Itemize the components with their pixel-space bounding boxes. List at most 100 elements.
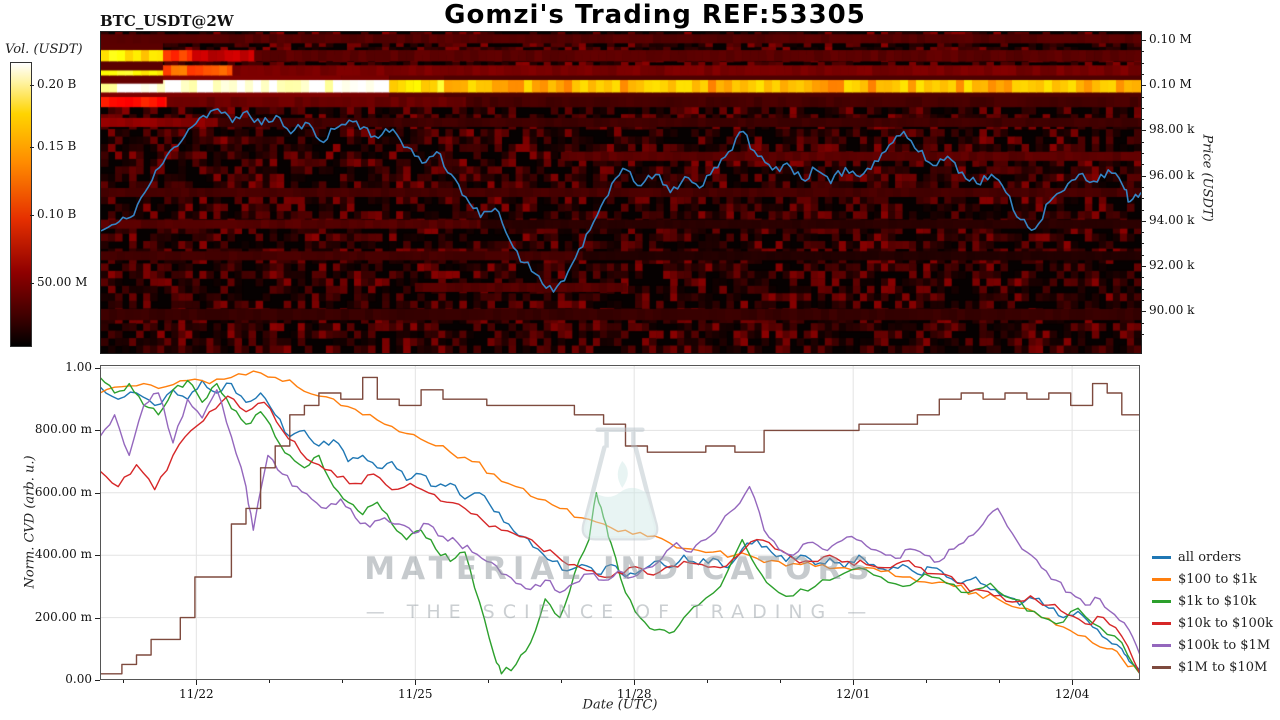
price-tick-mark — [1141, 85, 1146, 87]
legend: all orders $100 to $1k $1k to $10k $10k to … — [1152, 546, 1273, 678]
price-tick-label: 90.00 k — [1149, 303, 1195, 318]
price-tick-mark — [1141, 186, 1144, 188]
legend-item: $1k to $10k — [1152, 590, 1273, 612]
date-tick-label: 12/01 — [835, 687, 871, 701]
colorbar-tick-label: 0.20 B — [37, 76, 77, 91]
legend-label: $1M to $10M — [1178, 659, 1268, 675]
symbol-label: BTC_USDT@2W — [100, 12, 234, 30]
price-tick-mark — [1141, 119, 1144, 121]
date-tick-mark — [196, 680, 198, 685]
price-tick-mark — [1141, 209, 1144, 211]
date-tick-mark — [123, 680, 125, 683]
date-tick-mark — [634, 680, 636, 685]
date-tick-label: 11/28 — [616, 687, 652, 701]
price-tick-mark — [1141, 51, 1144, 53]
cvd-tick-label: 0.00 — [65, 672, 92, 686]
date-tick-label: 11/22 — [179, 687, 214, 701]
date-axis-label: Date (UTC) — [582, 697, 658, 713]
cvd-line-chart — [100, 365, 1140, 680]
price-tick-mark — [1141, 175, 1146, 177]
legend-label: $1k to $10k — [1178, 593, 1257, 609]
legend-label: $100k to $1M — [1178, 637, 1271, 653]
colorbar-tick-label: 0.10 B — [37, 206, 77, 221]
price-tick-mark — [1141, 153, 1144, 155]
colorbar-tick-mark — [30, 84, 34, 86]
price-tick-label: 96.00 k — [1149, 167, 1195, 182]
price-tick-mark — [1141, 288, 1144, 290]
price-tick-mark — [1141, 311, 1146, 313]
date-tick-label: 12/04 — [1054, 687, 1090, 701]
series--100k-to-1m — [100, 389, 1140, 656]
legend-item: $1M to $10M — [1152, 656, 1273, 678]
date-tick-mark — [707, 680, 709, 683]
price-line — [101, 108, 1141, 293]
legend-label: all orders — [1178, 549, 1242, 565]
legend-swatch — [1152, 665, 1171, 669]
cvd-tick-label: 800.00 m — [34, 422, 92, 437]
price-heatmap-panel — [100, 31, 1142, 354]
date-tick-mark — [269, 680, 271, 683]
price-tick-mark — [1141, 107, 1144, 109]
cvd-panel: MATERIAL INDICATORS — THE SCIENCE OF TRA… — [100, 365, 1140, 680]
legend-label: $100 to $1k — [1178, 571, 1257, 587]
legend-swatch — [1152, 621, 1171, 625]
price-tick-mark — [1141, 220, 1146, 222]
cvd-axis-label: Norm. CVD (arb. u.) — [22, 455, 38, 589]
cvd-tick-label: 600.00 m — [34, 484, 92, 499]
cvd-tick-label: 200.00 m — [34, 609, 92, 624]
volume-colorbar — [10, 62, 32, 347]
date-tick-mark — [342, 680, 344, 683]
price-tick-label: 0.10 M — [1149, 32, 1192, 47]
cvd-tick-mark — [95, 430, 100, 432]
legend-item: all orders — [1152, 546, 1273, 568]
price-line-chart — [101, 108, 1141, 293]
price-tick-mark — [1141, 333, 1144, 335]
legend-swatch — [1152, 599, 1171, 603]
date-tick-mark — [926, 680, 928, 683]
cvd-tick-mark — [95, 368, 100, 369]
date-tick-mark — [780, 680, 782, 683]
date-tick-mark — [415, 680, 417, 685]
price-tick-mark — [1141, 130, 1146, 132]
legend-swatch — [1152, 643, 1171, 647]
price-tick-label: 98.00 k — [1149, 122, 1195, 137]
date-tick-mark — [1072, 680, 1074, 685]
date-tick-mark — [999, 680, 1001, 683]
colorbar-axis-label: Vol. (USDT) — [5, 42, 83, 57]
price-tick-mark — [1141, 96, 1144, 98]
price-tick-label: 0.10 M — [1149, 77, 1192, 92]
page-title: Gomzi's Trading REF:53305 — [444, 0, 866, 30]
legend-label: $10k to $100k — [1178, 615, 1273, 631]
date-tick-mark — [488, 680, 490, 683]
series--1k-to-10k — [100, 376, 1140, 675]
series--1m-to-10m — [100, 376, 1140, 675]
colorbar-tick-mark — [30, 214, 34, 216]
price-axis-label: Price (USDT) — [1199, 134, 1215, 222]
price-tick-mark — [1141, 40, 1146, 42]
price-tick-label: 94.00 k — [1149, 212, 1195, 227]
date-tick-mark — [853, 680, 855, 685]
price-tick-mark — [1141, 62, 1144, 64]
date-tick-mark — [561, 680, 563, 683]
price-tick-mark — [1141, 198, 1144, 200]
colorbar-tick-label: 50.00 M — [37, 274, 88, 289]
legend-swatch — [1152, 555, 1171, 559]
price-tick-mark — [1141, 277, 1144, 279]
colorbar-tick-mark — [30, 282, 34, 284]
volume-heatmap-canvas — [101, 32, 1141, 353]
cvd-tick-mark — [95, 555, 100, 557]
price-tick-mark — [1141, 322, 1144, 324]
legend-item: $100 to $1k — [1152, 568, 1273, 590]
cvd-tick-mark — [95, 680, 100, 681]
legend-item: $10k to $100k — [1152, 612, 1273, 634]
legend-item: $100k to $1M — [1152, 634, 1273, 656]
price-tick-mark — [1141, 164, 1144, 166]
colorbar-tick-mark — [30, 146, 34, 148]
colorbar-tick-label: 0.15 B — [37, 138, 77, 153]
cvd-tick-mark — [95, 492, 100, 494]
cvd-tick-label: 1.00 — [65, 360, 92, 374]
price-tick-mark — [1141, 300, 1144, 301]
series--10k-to-100k — [100, 395, 1140, 675]
price-tick-mark — [1141, 254, 1144, 256]
